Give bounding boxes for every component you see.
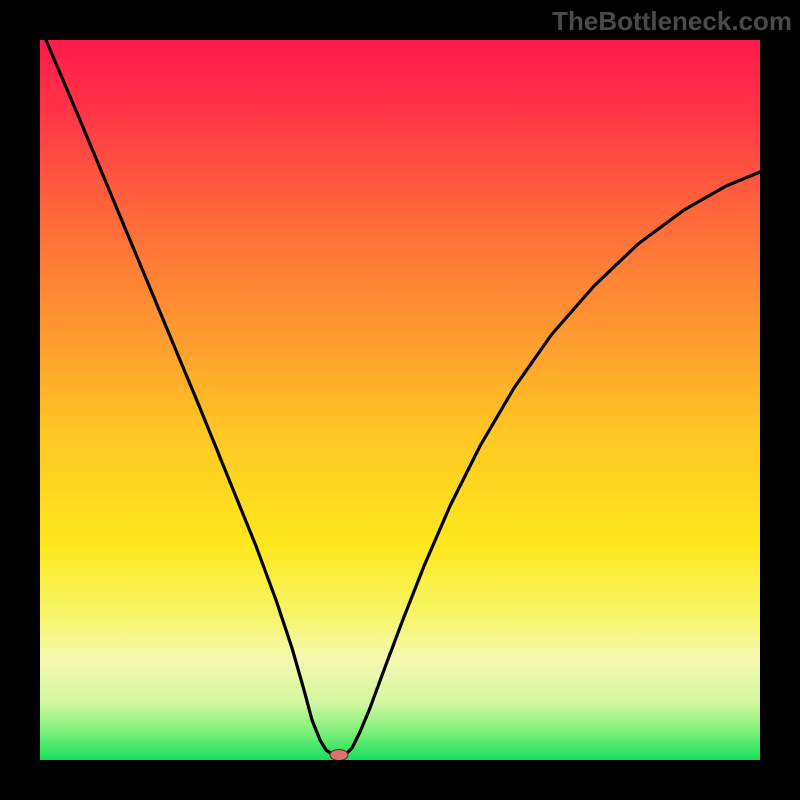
chart-overlay — [0, 0, 800, 800]
plot-frame — [40, 40, 761, 761]
bottleneck-curve-left — [40, 26, 332, 754]
bottleneck-curve-right — [346, 172, 760, 754]
optimum-marker — [330, 750, 348, 761]
watermark-text: TheBottleneck.com — [552, 6, 792, 37]
